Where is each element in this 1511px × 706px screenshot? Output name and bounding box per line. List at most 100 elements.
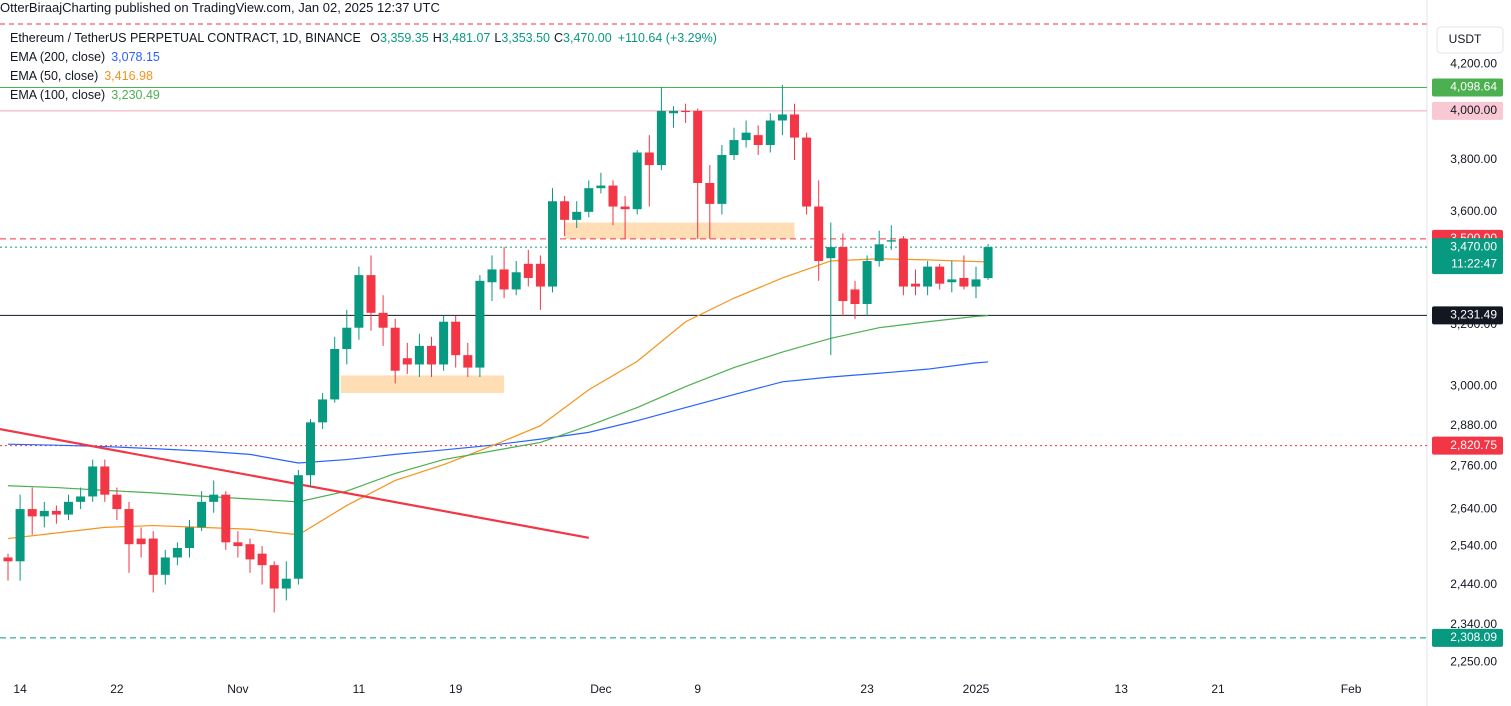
- y-tick-label: 2,760.00: [1450, 459, 1497, 473]
- indicator-legend: EMA (200, close) 3,078.15: [10, 50, 160, 64]
- candle-body: [378, 312, 388, 328]
- x-tick-label: 9: [694, 682, 701, 696]
- candle-body: [39, 510, 49, 517]
- ohlc-value: 3,353.50: [501, 31, 551, 45]
- ema-line: [7, 361, 989, 464]
- candle-body: [874, 244, 884, 261]
- candle-body: [330, 348, 340, 400]
- x-tick-label: Feb: [1341, 682, 1362, 696]
- ohlc-value: 3,470.00: [563, 31, 612, 45]
- candle-body: [656, 110, 666, 166]
- candle-body: [729, 140, 739, 155]
- candle-body: [886, 240, 896, 242]
- candle-body: [959, 277, 969, 287]
- candle-body: [209, 494, 219, 502]
- level-label: 3,231.49: [1450, 308, 1497, 322]
- candle-body: [427, 345, 436, 365]
- indicator-name: EMA (50, close): [10, 69, 99, 83]
- candle-body: [475, 280, 485, 368]
- level-label-bg: [1432, 238, 1503, 275]
- candle-body: [838, 247, 848, 302]
- level-label: 4,000.00: [1450, 103, 1497, 117]
- indicator-value: 3,416.98: [104, 69, 153, 83]
- currency-box[interactable]: [1436, 26, 1504, 54]
- level-label-bg: [1432, 101, 1503, 120]
- y-tick-label: 4,200.00: [1450, 56, 1497, 70]
- candle-body: [947, 279, 957, 283]
- candle-body: [511, 272, 521, 290]
- candle-body: [487, 269, 497, 283]
- candle-body: [753, 135, 763, 146]
- candle-body: [197, 501, 207, 528]
- level-label: 4,098.64: [1450, 80, 1497, 94]
- candle-body: [923, 266, 933, 287]
- y-tick-label: 2,440.00: [1450, 577, 1497, 591]
- candle-body: [584, 188, 594, 212]
- y-tick-label: 2,640.00: [1450, 501, 1497, 515]
- candle-body: [342, 327, 352, 349]
- x-tick-label: 19: [449, 682, 463, 696]
- candle-body: [535, 263, 545, 287]
- candle-body: [717, 154, 727, 204]
- indicator-legend: EMA (50, close) 3,416.98: [10, 69, 153, 83]
- candle-body: [269, 565, 279, 589]
- candle-body: [15, 509, 25, 562]
- zone: [340, 375, 505, 393]
- ohlc-value: 3,481.07: [441, 31, 491, 45]
- candle-body: [3, 557, 13, 562]
- candle-body: [862, 260, 872, 304]
- candle-body: [790, 114, 799, 138]
- x-tick-label: 21: [1211, 682, 1225, 696]
- candle-body: [281, 578, 291, 589]
- attribution: OtterBiraajCharting published on Trading…: [0, 0, 440, 15]
- symbol-title: Ethereum / TetherUS PERPETUAL CONTRACT, …: [10, 31, 361, 45]
- candle-body: [51, 510, 61, 515]
- candle-body: [608, 185, 618, 207]
- y-tick-label: 3,800.00: [1450, 152, 1497, 166]
- candle-body: [983, 247, 993, 279]
- indicator-value: 3,078.15: [111, 50, 160, 64]
- indicator-value: 3,230.49: [111, 88, 160, 102]
- candle-body: [451, 321, 461, 356]
- candle-body: [935, 266, 945, 284]
- candle-body: [233, 542, 243, 547]
- level-sublabel: 11:22:47: [1451, 256, 1497, 270]
- ohlc-value: 3,359.35: [380, 31, 429, 45]
- x-tick-label: 2025: [963, 682, 990, 696]
- candle-body: [160, 557, 170, 575]
- candle-body: [354, 275, 364, 328]
- y-tick-label: 3,000.00: [1450, 379, 1497, 393]
- ema-line: [7, 315, 989, 503]
- y-tick-label: 3,600.00: [1450, 204, 1497, 218]
- ohlc-key: O: [370, 31, 381, 45]
- candle-body: [669, 110, 678, 114]
- candle-body: [971, 279, 981, 287]
- x-tick-label: 22: [110, 682, 124, 696]
- ohlc-key: C: [554, 31, 564, 45]
- candle-body: [185, 527, 194, 548]
- indicator-name: EMA (100, close): [10, 88, 106, 102]
- level-label-bg: [1432, 78, 1503, 97]
- candle-body: [245, 544, 255, 560]
- level-label-bg: [1432, 628, 1503, 647]
- level-label-bg: [1432, 306, 1503, 325]
- candle-body: [390, 327, 400, 371]
- candle-body: [439, 321, 449, 365]
- indicator-legend: EMA (100, close) 3,230.49: [10, 88, 160, 102]
- candle-body: [765, 120, 775, 146]
- level-label: 2,820.75: [1450, 438, 1497, 452]
- candle-body: [777, 114, 787, 121]
- candle-body: [632, 152, 642, 210]
- candle-body: [221, 494, 231, 543]
- candle-body: [644, 152, 654, 166]
- candle-body: [414, 345, 424, 365]
- candle-body: [911, 283, 920, 287]
- candle-body: [741, 132, 751, 141]
- currency-label: USDT: [1449, 32, 1482, 46]
- x-tick-label: Nov: [227, 682, 248, 696]
- x-tick-label: 23: [860, 682, 874, 696]
- candle-body: [463, 355, 473, 368]
- ohlc-key: H: [432, 31, 442, 45]
- candle-body: [499, 269, 509, 290]
